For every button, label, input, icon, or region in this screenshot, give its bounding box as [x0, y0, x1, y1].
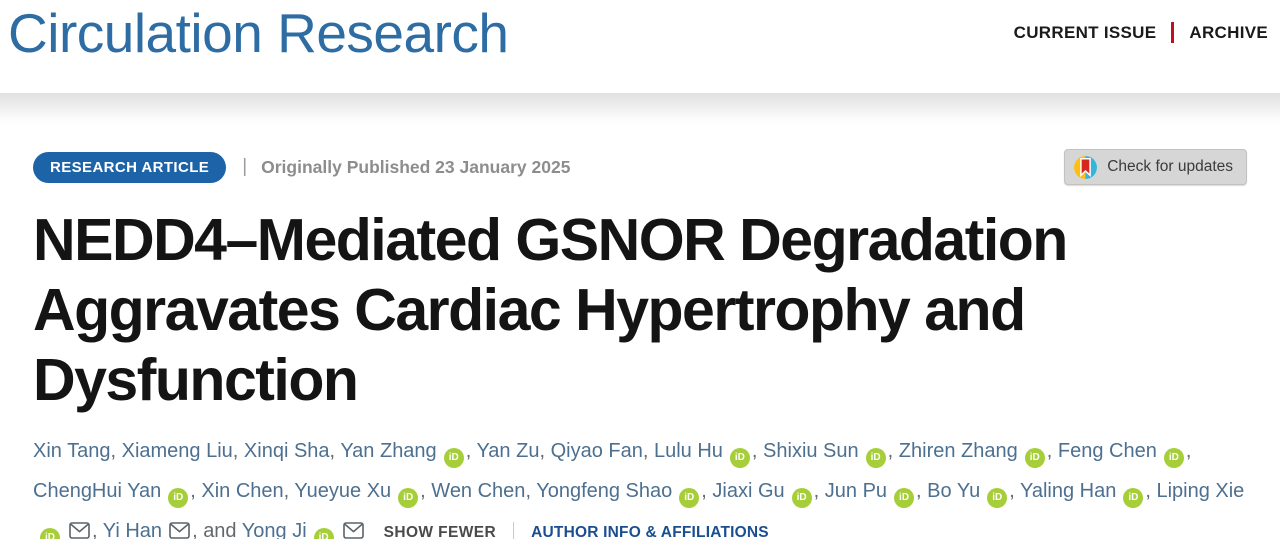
orcid-icon[interactable]: iD [40, 528, 60, 539]
nav-current-issue[interactable]: CURRENT ISSUE [1013, 22, 1157, 42]
author-link[interactable]: Yong Ji [241, 520, 307, 539]
orcid-icon[interactable]: iD [865, 448, 886, 468]
author-link[interactable]: Yongfeng Shao [536, 480, 673, 502]
show-fewer-link[interactable]: SHOW FEWER [383, 524, 497, 539]
research-article-badge[interactable]: RESEARCH ARTICLE [33, 151, 227, 183]
orcid-icon[interactable]: iD [168, 488, 189, 508]
author-link[interactable]: Liping Xie [1156, 480, 1245, 502]
orcid-icon[interactable]: iD [443, 448, 464, 468]
author-link[interactable]: Qiyao Fan [550, 440, 643, 462]
orcid-icon[interactable]: iD [313, 528, 334, 539]
author-link[interactable]: Yi Han [102, 520, 163, 539]
nav-archive[interactable]: ARCHIVE [1189, 22, 1268, 42]
orcid-icon[interactable]: iD [987, 488, 1008, 508]
nav-divider [1171, 22, 1175, 43]
orcid-icon[interactable]: iD [398, 488, 419, 508]
mail-icon[interactable] [69, 513, 90, 539]
orcid-icon[interactable]: iD [1163, 448, 1184, 468]
check-for-updates-button[interactable]: Check for updates [1064, 149, 1247, 185]
journal-logo[interactable]: Circulation Research [8, 2, 509, 64]
crossmark-icon [1074, 155, 1098, 179]
orcid-icon[interactable]: iD [729, 448, 750, 468]
author-links: SHOW FEWER AUTHOR INFO & AFFILIATIONS [384, 520, 769, 539]
author-link[interactable]: Xin Chen [201, 480, 284, 502]
article-title-line: Aggravates Cardiac Hypertrophy and [33, 277, 1026, 343]
mail-icon[interactable] [342, 513, 364, 539]
author-link[interactable]: Xin Tang [33, 440, 111, 462]
author-link[interactable]: Yueyue Xu [294, 480, 392, 502]
header-nav: CURRENT ISSUE ARCHIVE [1014, 0, 1280, 43]
orcid-icon[interactable]: iD [1024, 448, 1045, 468]
orcid-icon[interactable]: iD [1123, 488, 1144, 508]
author-link[interactable]: Shixiu Sun [763, 440, 859, 462]
published-date: Originally Published 23 January 2025 [261, 156, 571, 177]
author-link[interactable]: Lulu Hu [653, 440, 723, 462]
author-link[interactable]: Yaling Han [1019, 480, 1117, 502]
author-link[interactable]: Feng Chen [1057, 440, 1157, 462]
meta-row: RESEARCH ARTICLE | Originally Published … [33, 149, 1247, 185]
author-link[interactable]: ChengHui Yan [33, 480, 162, 502]
links-separator [513, 522, 515, 539]
orcid-icon[interactable]: iD [679, 488, 700, 508]
meta-divider: | [242, 156, 248, 177]
mail-icon[interactable] [169, 513, 190, 539]
author-link[interactable]: Jun Pu [824, 480, 888, 502]
author-link[interactable]: Wen Chen [431, 480, 526, 502]
article-title-line: Dysfunction [33, 347, 359, 413]
check-for-updates-label: Check for updates [1107, 158, 1233, 175]
article-title-line: NEDD4–Mediated GSNOR Degradation [33, 207, 1068, 273]
author-link[interactable]: Yan Zu [476, 440, 540, 462]
orcid-icon[interactable]: iD [791, 488, 812, 508]
article-header: RESEARCH ARTICLE | Originally Published … [0, 149, 1280, 539]
author-link[interactable]: Xinqi Sha [243, 440, 330, 462]
author-list: Xin Tang, Xiameng Liu, Xinqi Sha, Yan Zh… [33, 431, 1247, 539]
author-link[interactable]: Bo Yu [927, 480, 981, 502]
author-info-link[interactable]: AUTHOR INFO & AFFILIATIONS [531, 524, 769, 539]
orcid-icon[interactable]: iD [894, 488, 915, 508]
header-shadow [0, 93, 1280, 127]
article-title: NEDD4–Mediated GSNOR Degradation Aggrava… [33, 205, 1247, 415]
author-link[interactable]: Xiameng Liu [121, 440, 233, 462]
author-link[interactable]: Zhiren Zhang [898, 440, 1018, 462]
site-header: Circulation Research CURRENT ISSUE ARCHI… [0, 0, 1280, 93]
author-link[interactable]: Yan Zhang [340, 440, 437, 462]
author-link[interactable]: Jiaxi Gu [712, 480, 785, 502]
